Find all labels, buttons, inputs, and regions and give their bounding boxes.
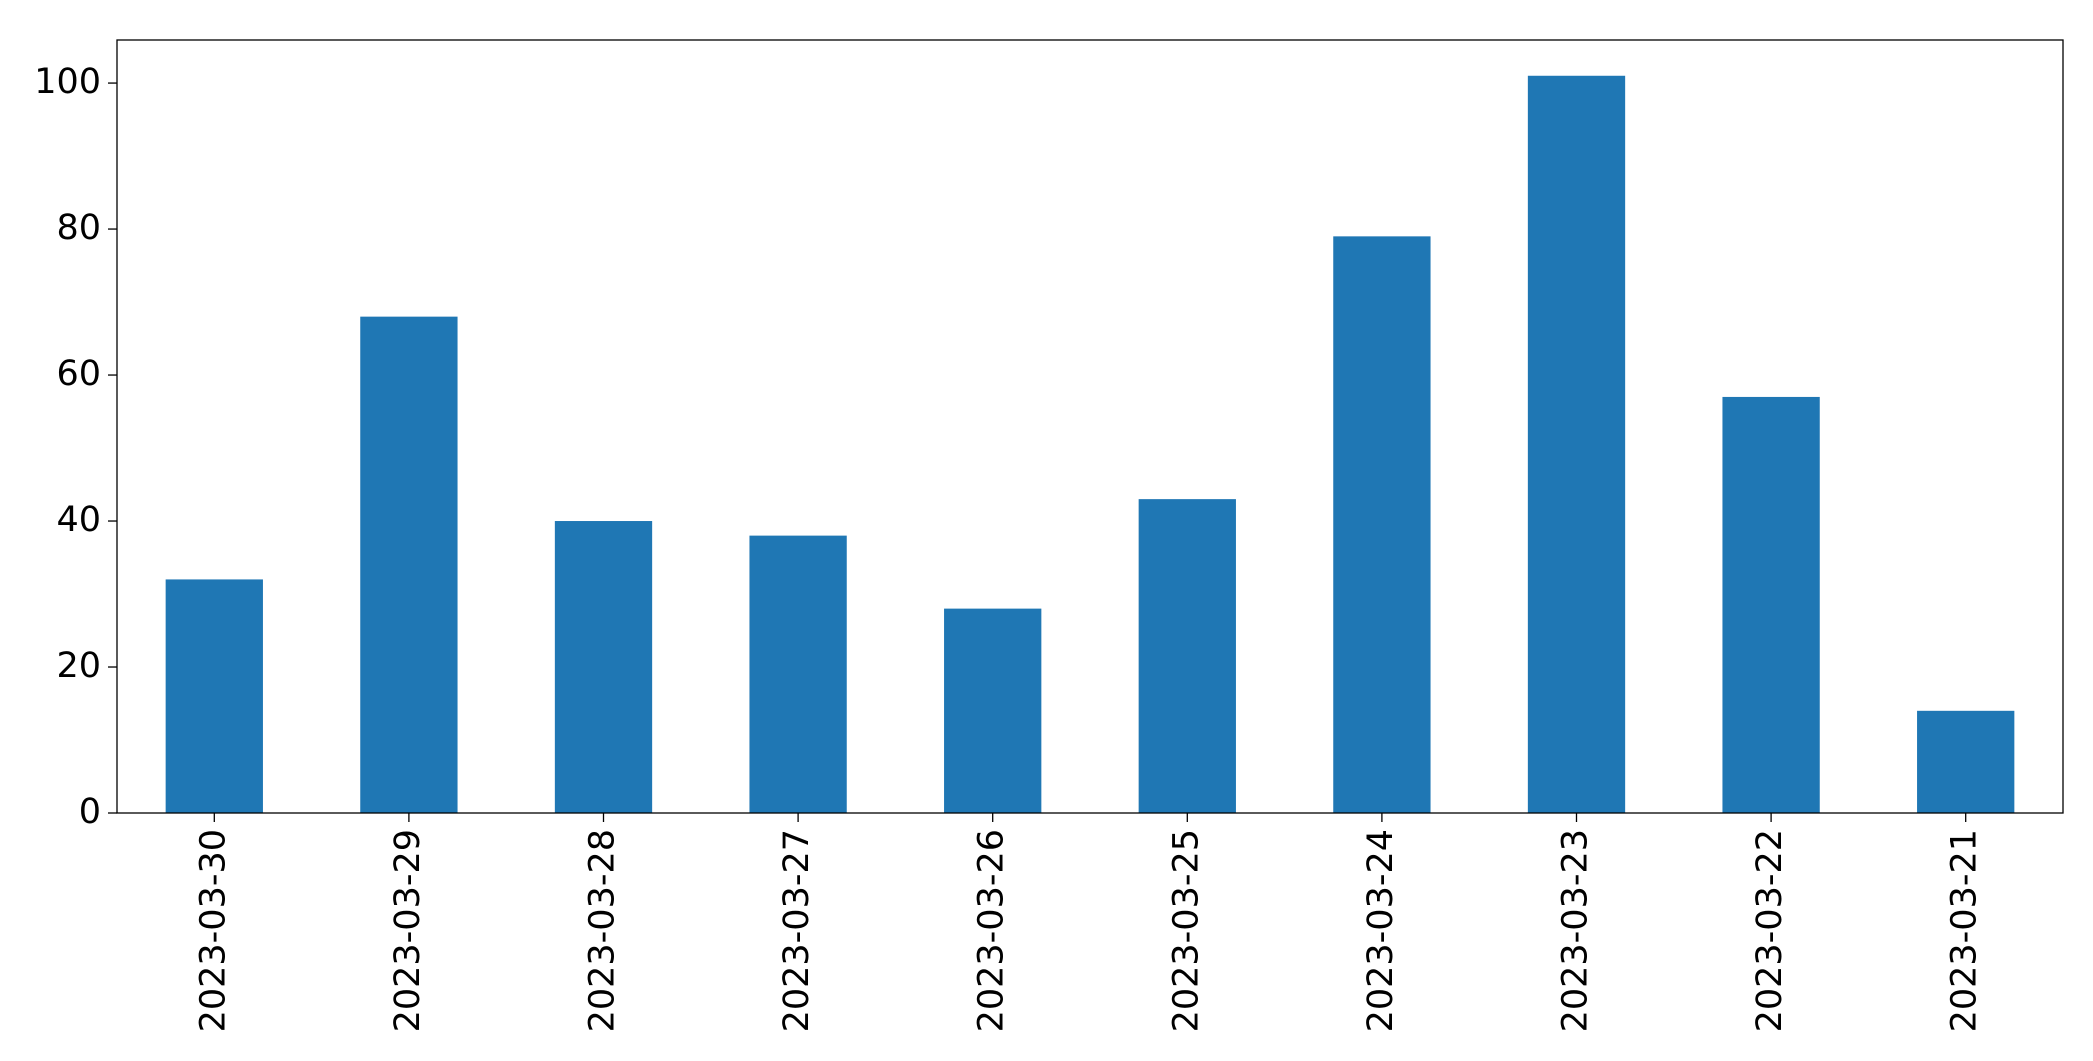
bar <box>360 316 458 813</box>
x-tick-label: 2023-03-23 <box>1556 829 1596 1032</box>
y-tick-label: 60 <box>56 354 101 394</box>
bar <box>1138 499 1236 813</box>
bar <box>1527 75 1626 813</box>
y-tick-label: 20 <box>56 646 101 686</box>
y-tick-label: 40 <box>56 500 101 540</box>
bar <box>554 521 653 813</box>
x-tick-label: 2023-03-22 <box>1750 829 1790 1032</box>
bar <box>944 608 1042 813</box>
x-tick-label: 2023-03-27 <box>777 829 817 1032</box>
y-tick-label: 100 <box>34 62 101 102</box>
plot-frame <box>116 39 2064 814</box>
x-tick-label: 2023-03-25 <box>1166 829 1206 1032</box>
bar <box>1917 710 2015 813</box>
x-tick-label: 2023-03-29 <box>388 829 428 1032</box>
x-tick-label: 2023-03-21 <box>1945 829 1985 1032</box>
bar <box>165 579 263 813</box>
bar <box>1722 396 1820 813</box>
x-tick-label: 2023-03-26 <box>972 829 1012 1032</box>
x-tick-label: 2023-03-28 <box>583 829 623 1032</box>
y-tick-label: 0 <box>79 792 101 832</box>
x-tick-label: 2023-03-30 <box>193 829 233 1032</box>
bar <box>749 535 847 813</box>
x-tick-label: 2023-03-24 <box>1361 829 1401 1032</box>
y-tick-label: 80 <box>56 208 101 248</box>
bar <box>1333 236 1431 813</box>
